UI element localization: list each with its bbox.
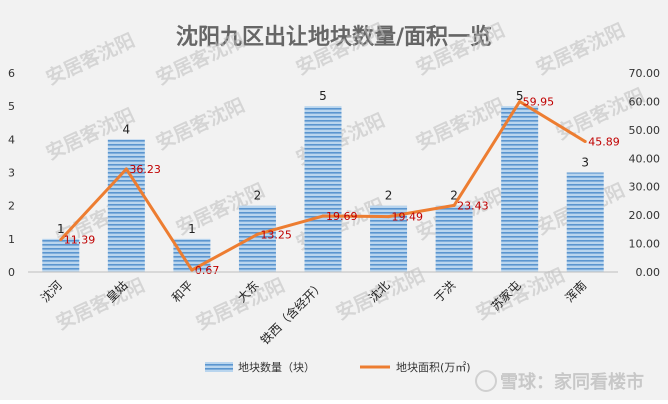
right-axis: 0.00 10.00 20.00 30.00 40.00 50.00 60.00 70.00	[629, 67, 661, 279]
left-axis-tick-label: 4	[8, 133, 15, 146]
right-axis-tick-label: 40.00	[629, 152, 661, 165]
line-point	[518, 100, 522, 104]
legend: 地块数量（块） 地块面积(万㎡)	[205, 361, 471, 374]
bar-value-label: 2	[450, 189, 458, 203]
bar	[173, 238, 211, 272]
bar-value-label: 2	[385, 189, 393, 203]
left-axis-tick-label: 1	[8, 233, 15, 246]
line-point	[255, 232, 259, 236]
left-axis: 0 1 2 3 4 5 6	[8, 67, 618, 279]
right-axis-tick-label: 30.00	[629, 181, 661, 194]
right-axis-tick-label: 70.00	[629, 67, 661, 80]
bar	[107, 139, 145, 272]
legend-bar-label: 地块数量（块）	[238, 361, 315, 374]
bar	[501, 106, 539, 273]
right-axis-tick-label: 10.00	[629, 238, 661, 251]
category-label: 于洪	[431, 278, 458, 305]
bar-value-label: 2	[254, 189, 262, 203]
line-point	[387, 215, 391, 219]
bar-value-label: 4	[123, 122, 131, 136]
chart-title: 沈阳九区出让地块数量/面积一览	[176, 24, 492, 50]
source-watermark: 雪球：家同看楼市	[475, 370, 644, 393]
line-value-label: 13.25	[260, 228, 292, 241]
line-value-label: 19.69	[326, 210, 358, 223]
right-axis-tick-label: 20.00	[629, 209, 661, 222]
left-axis-tick-label: 0	[8, 266, 15, 279]
line-value-label: 59.95	[523, 96, 555, 109]
bar	[435, 205, 473, 272]
watermark-text: 安居客沈阳	[532, 19, 628, 80]
source-watermark-text: 雪球：家同看楼市	[500, 371, 644, 393]
line-series: 11.39 36.23 0.67 13.25 19.69 19.49 23.43 59.95 4…	[59, 96, 620, 277]
bar-value-label: 1	[188, 222, 196, 236]
bar-value-label: 3	[581, 156, 589, 170]
line-point	[583, 140, 587, 144]
watermark-text: 安居客沈阳	[412, 94, 508, 155]
bar	[304, 106, 342, 273]
legend-bar-swatch	[205, 362, 233, 372]
bar-value-label: 5	[516, 89, 524, 103]
line-point	[190, 268, 194, 272]
snowball-logo-icon	[475, 370, 497, 392]
bar	[566, 172, 604, 272]
watermark-text: 安居客沈阳	[152, 94, 248, 155]
left-axis-tick-label: 3	[8, 167, 15, 180]
bar-value-label: 5	[319, 89, 327, 103]
right-axis-tick-label: 0.00	[636, 266, 661, 279]
line-point	[124, 167, 128, 171]
left-axis-tick-label: 6	[8, 67, 15, 80]
left-axis-tick-label: 2	[8, 200, 15, 213]
line-value-label: 23.43	[457, 199, 489, 212]
category-label: 和平	[169, 278, 196, 305]
bar	[238, 205, 276, 272]
line-point	[452, 203, 456, 207]
line-point	[59, 238, 63, 242]
left-axis-tick-label: 5	[8, 100, 15, 113]
bar-value-label: 1	[57, 222, 65, 236]
watermark-text: 安居客沈阳	[42, 29, 138, 90]
right-axis-tick-label: 50.00	[629, 124, 661, 137]
line-value-label: 0.67	[195, 264, 220, 277]
legend-line-label: 地块面积(万㎡)	[396, 361, 471, 374]
watermark-text: 安居客沈阳	[472, 264, 568, 325]
watermark-text: 安居客沈阳	[52, 274, 148, 335]
category-label: 沈河	[37, 278, 65, 306]
line-value-label: 36.23	[129, 163, 161, 176]
line-point	[321, 214, 325, 218]
line-value-label: 11.39	[64, 234, 96, 247]
right-axis-tick-label: 60.00	[629, 95, 661, 108]
bar	[42, 238, 80, 272]
line-value-label: 45.89	[588, 136, 620, 149]
line-value-label: 19.49	[392, 211, 424, 224]
